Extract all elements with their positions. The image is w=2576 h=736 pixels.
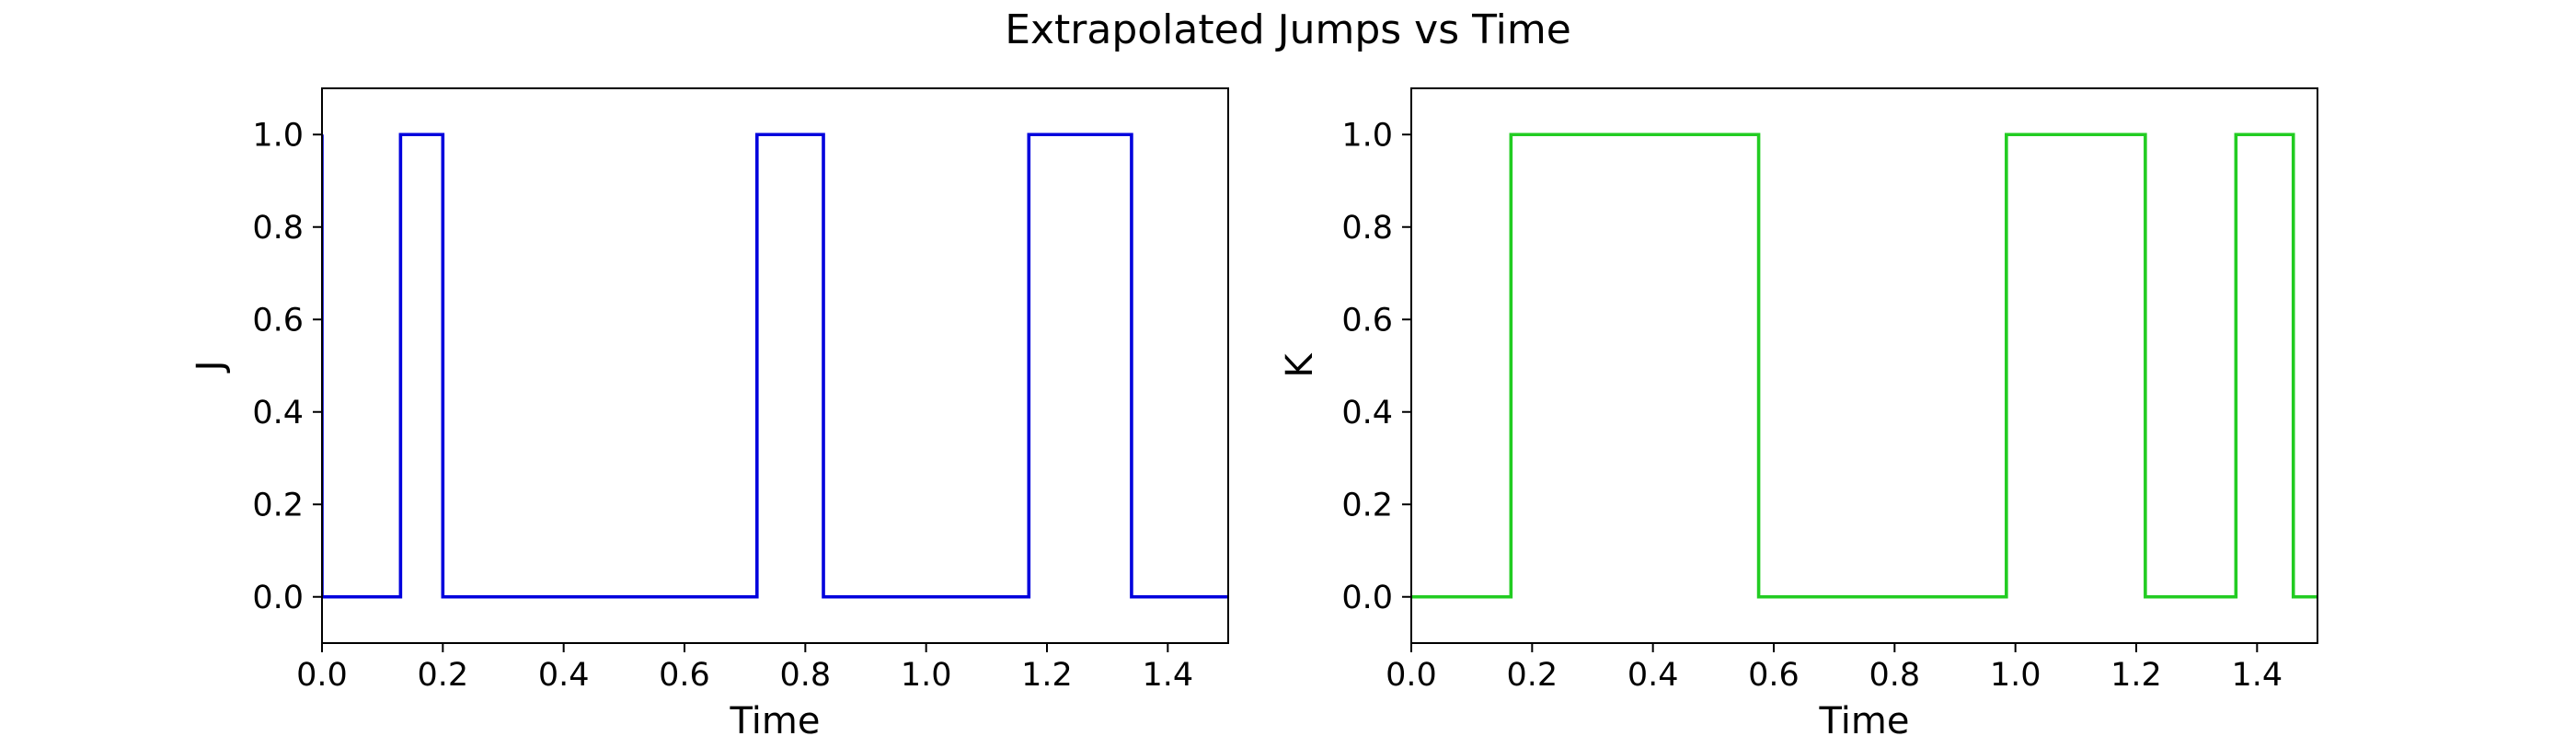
x-tick-label: 0.2 [1506, 657, 1558, 694]
axes-frame [321, 87, 1229, 644]
y-tick-label: 1.0 [1341, 117, 1393, 154]
y-tick-label: 1.0 [252, 117, 304, 154]
y-tick-label: 0.6 [252, 302, 304, 339]
x-tick-label: 0.0 [296, 657, 348, 694]
x-tick-label: 1.2 [2110, 657, 2162, 694]
x-tick-label: 1.4 [1142, 657, 1193, 694]
y-tick-label: 0.2 [1341, 487, 1393, 523]
x-axis-label: Time [730, 700, 821, 736]
y-tick-label: 0.2 [252, 487, 304, 523]
subplot-j: 0.0 0.2 0.4 0.6 0.8 1.0 1.2 1.4 0.0 0.2 0.4 0.6 0.8 1… [190, 87, 1229, 736]
x-tick-label: 0.6 [659, 657, 710, 694]
x-axis-label: Time [1819, 700, 1910, 736]
x-tick-label: 0.8 [779, 657, 831, 694]
x-tick-label: 0.2 [417, 657, 468, 694]
x-tick-label: 0.6 [1748, 657, 1800, 694]
x-tick-label: 0.4 [1627, 657, 1679, 694]
series-line-j [322, 132, 1228, 599]
figure-title: Extrapolated Jumps vs Time [1005, 6, 1571, 53]
x-tick-label: 1.0 [1990, 657, 2041, 694]
x-tick-label: 0.8 [1869, 657, 1920, 694]
y-tick-label: 0.8 [252, 210, 304, 247]
x-tick-label: 0.0 [1386, 657, 1437, 694]
y-tick-label: 0.0 [1341, 580, 1393, 616]
y-tick-label: 0.8 [1341, 210, 1393, 247]
y-axis-label: J [190, 361, 232, 374]
y-axis-label: K [1279, 352, 1321, 378]
x-tick-label: 0.4 [538, 657, 590, 694]
series-line-k [1411, 132, 2317, 599]
x-tick-label: 1.4 [2231, 657, 2283, 694]
y-tick-label: 0.6 [1341, 302, 1393, 339]
y-tick-label: 0.4 [252, 395, 304, 431]
x-tick-label: 1.2 [1021, 657, 1073, 694]
y-tick-label: 0.4 [1341, 395, 1393, 431]
x-tick-label: 1.0 [901, 657, 952, 694]
axes-frame [1410, 87, 2318, 644]
subplot-k: 0.0 0.2 0.4 0.6 0.8 1.0 1.2 1.4 0.0 0.2 0.4 0.6 0.8 1… [1279, 87, 2318, 736]
y-tick-label: 0.0 [252, 580, 304, 616]
